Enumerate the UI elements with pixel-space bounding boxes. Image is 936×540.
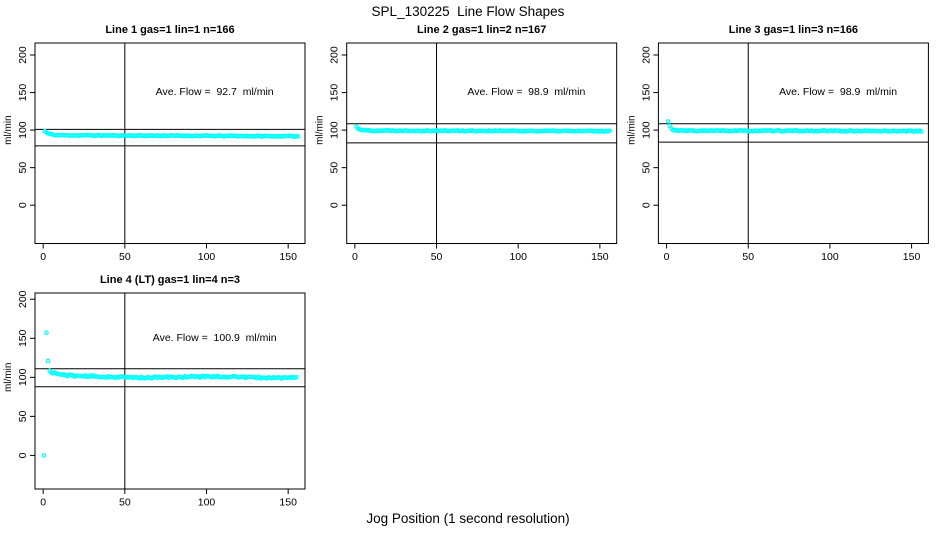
y-tick-label: 100 — [329, 121, 341, 139]
x-tick-label: 0 — [40, 251, 46, 263]
x-tick-label: 0 — [40, 497, 46, 509]
y-tick-label: 150 — [329, 84, 341, 102]
x-tick-label: 100 — [821, 251, 839, 263]
panel-line-1: 0 50 100 150 0 50 100 150 200 ml/min Line 1 gas=1 … — [3, 24, 306, 263]
x-tick-label: 150 — [279, 251, 297, 263]
y-axis-unit-label: ml/min — [315, 115, 326, 144]
y-axis-unit-label: ml/min — [626, 115, 637, 144]
y-tick-label: 200 — [17, 46, 29, 64]
ave-flow-annotation: Ave. Flow = 100.9 ml/min — [153, 332, 277, 344]
x-tick-label: 100 — [198, 497, 216, 509]
y-tick-label: 0 — [329, 202, 341, 208]
x-tick-label: 50 — [119, 251, 131, 263]
ave-flow-annotation: Ave. Flow = 98.9 ml/min — [467, 86, 585, 98]
data-points — [354, 124, 612, 134]
data-point — [45, 358, 51, 364]
y-tick-label: 150 — [17, 329, 29, 347]
panel-line-4: 0 50 100 150 0 50 100 150 200 ml/min Line 4 (LT) g… — [3, 274, 306, 509]
x-tick-label: 0 — [664, 251, 670, 263]
x-tick-label: 0 — [352, 251, 358, 263]
x-tick-label: 150 — [591, 251, 609, 263]
plot-frame — [657, 42, 929, 244]
y-tick-label: 50 — [640, 162, 652, 174]
panel-title: Line 1 gas=1 lin=1 n=166 — [105, 24, 234, 36]
panel-line-2: 0 50 100 150 0 50 100 150 200 ml/min Line 2 gas=1 … — [315, 24, 618, 263]
y-tick-label: 0 — [17, 202, 29, 208]
x-tick-label: 50 — [119, 497, 131, 509]
data-point — [41, 453, 47, 458]
page-title: SPL_130225 Line Flow Shapes — [371, 4, 565, 19]
ave-flow-annotation: Ave. Flow = 98.9 ml/min — [779, 86, 897, 98]
x-tick-label: 100 — [198, 251, 216, 263]
data-point — [44, 330, 49, 336]
y-tick-label: 0 — [17, 452, 29, 458]
x-tick-label: 150 — [903, 251, 921, 263]
y-tick-label: 0 — [640, 202, 652, 208]
data-points — [41, 330, 299, 458]
data-point — [665, 119, 671, 124]
plot-frame — [34, 292, 306, 490]
ave-flow-annotation: Ave. Flow = 92.7 ml/min — [156, 86, 274, 98]
y-tick-label: 200 — [17, 290, 29, 308]
panel-title: Line 2 gas=1 lin=2 n=167 — [417, 24, 546, 36]
data-points — [42, 128, 301, 139]
x-axis-label: Jog Position (1 second resolution) — [366, 511, 570, 526]
plot-frame — [34, 42, 306, 244]
y-tick-label: 100 — [17, 121, 29, 139]
panel-title: Line 3 gas=1 lin=3 n=166 — [729, 24, 858, 36]
y-tick-label: 200 — [640, 46, 652, 64]
panel-title: Line 4 (LT) gas=1 lin=4 n=3 — [100, 274, 240, 286]
y-tick-label: 50 — [17, 410, 29, 422]
y-axis-unit-label: ml/min — [3, 115, 14, 144]
data-point — [294, 374, 299, 380]
y-tick-label: 100 — [640, 121, 652, 139]
x-tick-label: 100 — [509, 251, 527, 263]
y-tick-label: 150 — [17, 84, 29, 102]
y-tick-label: 50 — [17, 162, 29, 174]
y-tick-label: 50 — [329, 162, 341, 174]
y-tick-label: 200 — [329, 46, 341, 64]
data-point — [919, 129, 924, 134]
data-points — [665, 119, 924, 134]
y-tick-label: 100 — [17, 368, 29, 386]
data-point — [295, 134, 301, 139]
x-tick-label: 50 — [742, 251, 754, 263]
y-tick-label: 150 — [640, 84, 652, 102]
x-tick-label: 50 — [431, 251, 443, 263]
panel-line-3: 0 50 100 150 0 50 100 150 200 ml/min Line 3 gas=1 … — [626, 24, 929, 263]
y-axis-unit-label: ml/min — [3, 363, 14, 392]
x-tick-label: 150 — [279, 497, 297, 509]
data-point — [607, 128, 612, 133]
